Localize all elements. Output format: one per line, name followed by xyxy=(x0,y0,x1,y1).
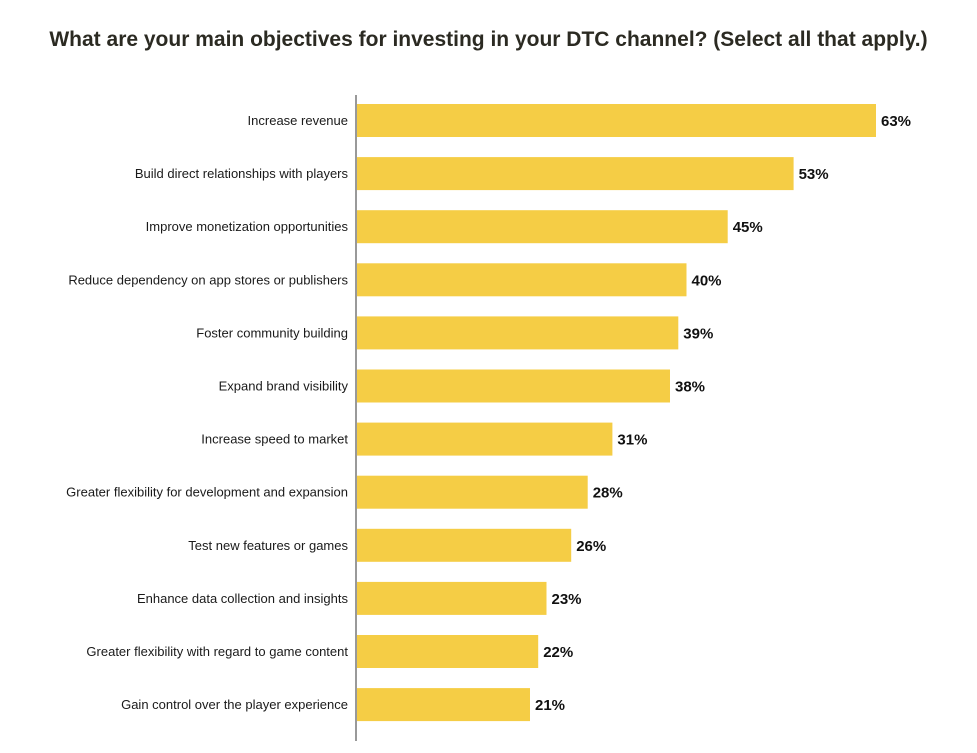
value-label: 26% xyxy=(576,538,606,555)
value-label: 23% xyxy=(552,591,582,608)
value-label: 53% xyxy=(799,166,829,183)
value-label: 21% xyxy=(535,697,565,714)
bar xyxy=(357,422,613,456)
category-label: Increase speed to market xyxy=(201,432,348,447)
category-label: Enhance data collection and insights xyxy=(137,591,349,606)
bar xyxy=(357,263,687,297)
value-label: 63% xyxy=(881,113,911,130)
value-label: 22% xyxy=(543,644,573,661)
category-label: Increase revenue xyxy=(248,113,348,128)
category-label: Test new features or games xyxy=(188,538,348,553)
chart-title: What are your main objectives for invest… xyxy=(49,28,928,51)
bar xyxy=(357,369,670,403)
bar xyxy=(357,581,547,615)
category-label: Expand brand visibility xyxy=(219,379,349,394)
value-label: 40% xyxy=(692,272,722,289)
bar xyxy=(357,104,876,137)
category-label: Greater flexibility with regard to game … xyxy=(86,644,348,659)
bar xyxy=(357,316,679,350)
category-label: Reduce dependency on app stores or publi… xyxy=(68,272,348,287)
bar xyxy=(357,475,588,509)
value-label: 31% xyxy=(617,432,647,449)
bar xyxy=(357,157,794,191)
bars-group: Increase revenue 63% Build direct relation… xyxy=(66,104,911,722)
bar xyxy=(357,528,572,562)
category-label: Greater flexibility for development and … xyxy=(66,485,348,500)
value-label: 45% xyxy=(733,219,763,236)
category-label: Gain control over the player experience xyxy=(121,697,348,712)
value-label: 39% xyxy=(683,325,713,342)
bar xyxy=(357,635,539,668)
value-label: 28% xyxy=(593,485,623,502)
value-label: 38% xyxy=(675,379,705,396)
category-label: Build direct relationships with players xyxy=(135,166,349,181)
bar xyxy=(357,688,530,722)
category-label: Foster community building xyxy=(196,325,348,340)
category-label: Improve monetization opportunities xyxy=(146,219,349,234)
bar xyxy=(357,210,728,244)
